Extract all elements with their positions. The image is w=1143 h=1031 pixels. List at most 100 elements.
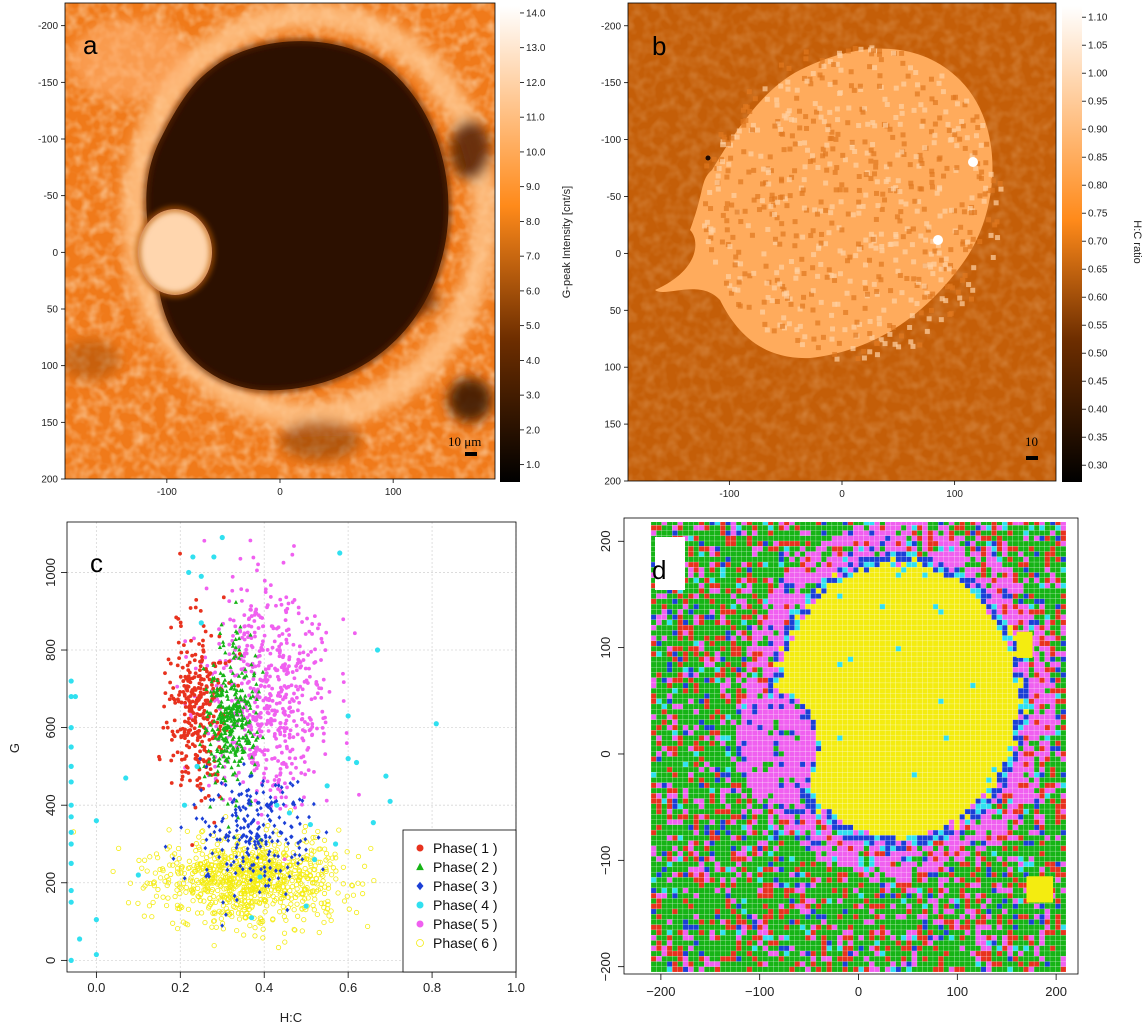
phase-cell (1044, 619, 1051, 626)
point (246, 729, 251, 734)
speckle (769, 196, 775, 202)
phase-cell (916, 551, 923, 558)
phase-cell (943, 598, 950, 605)
point (193, 666, 198, 671)
legend-label: Phase( 6 ) (433, 935, 498, 951)
point (333, 855, 339, 861)
point (270, 645, 275, 650)
speckle (824, 167, 830, 173)
phase-cell (1012, 577, 1019, 584)
phase-cell (698, 540, 705, 547)
phase-cell (959, 522, 966, 526)
phase-cell (853, 567, 859, 573)
point (235, 867, 241, 873)
point (216, 763, 221, 768)
point (229, 718, 234, 723)
point (284, 641, 289, 645)
point (265, 802, 270, 807)
point (209, 924, 215, 930)
colorbar-tick-label: 0.75 (1088, 209, 1108, 220)
phase-cell (948, 546, 955, 552)
point (201, 702, 206, 707)
point (185, 650, 189, 654)
speckle (924, 328, 930, 334)
x-tick-label: 1.0 (507, 980, 525, 995)
point (305, 722, 310, 727)
phase-cell (651, 603, 657, 610)
colorbar-tick-label: 0.65 (1088, 265, 1108, 276)
point (253, 887, 259, 893)
point (249, 770, 254, 775)
phase-cell (741, 535, 747, 542)
point (200, 655, 204, 659)
point (205, 714, 210, 719)
point (228, 797, 233, 801)
phase-cell (842, 614, 849, 621)
speckle (879, 206, 885, 212)
speckle (971, 265, 977, 271)
phase-cell (688, 577, 694, 584)
point (283, 781, 287, 786)
phase-cell (751, 577, 758, 584)
phase-cell (837, 582, 843, 589)
phase-cell (831, 556, 838, 563)
phase-cell (751, 567, 758, 573)
point (224, 861, 229, 867)
point (251, 673, 257, 678)
speckle (955, 289, 961, 295)
phase-cell (783, 598, 790, 605)
phase-cell (932, 619, 939, 626)
phase-cell (948, 525, 955, 531)
phase-cell (1007, 525, 1014, 531)
speckle (810, 118, 816, 124)
phase-cell (874, 619, 881, 626)
speckle (770, 202, 776, 208)
speckle (835, 131, 841, 137)
point (215, 716, 221, 721)
phase-cell (847, 588, 854, 594)
phase-cell (1017, 588, 1024, 594)
point (248, 705, 253, 710)
point (263, 667, 268, 672)
phase-cell (879, 577, 886, 584)
point (180, 777, 184, 782)
point (234, 773, 239, 778)
point (147, 854, 153, 860)
phase-cell (980, 546, 987, 552)
point (196, 844, 202, 850)
phase-cell (1001, 598, 1008, 605)
phase-cell (1039, 561, 1045, 568)
phase-cell (868, 588, 875, 594)
phase-cell (1028, 540, 1035, 547)
phase-cell (911, 588, 918, 594)
phase-cell (1049, 561, 1056, 568)
point (284, 718, 289, 723)
phase-cell (868, 619, 875, 626)
phase-cell (826, 588, 833, 594)
phase-cell (688, 593, 694, 600)
phase-cell (672, 598, 678, 605)
point (123, 775, 129, 781)
speckle (839, 227, 845, 233)
point (188, 728, 193, 732)
speckle (952, 132, 958, 138)
phase-cell (1055, 535, 1061, 542)
point (228, 708, 234, 713)
phase-cell (842, 588, 849, 594)
point (277, 909, 283, 915)
point (264, 841, 268, 847)
point (153, 893, 160, 899)
speckle (792, 243, 798, 249)
phase-cell (778, 540, 785, 547)
phase-cell (741, 525, 747, 531)
point (219, 689, 224, 694)
point (323, 868, 329, 874)
speckle (988, 171, 994, 177)
speckle (738, 261, 744, 267)
phase-cell (698, 588, 705, 594)
speckle (863, 192, 869, 198)
phase-cell (773, 525, 779, 531)
point (251, 709, 256, 714)
phase-cell (767, 598, 774, 605)
